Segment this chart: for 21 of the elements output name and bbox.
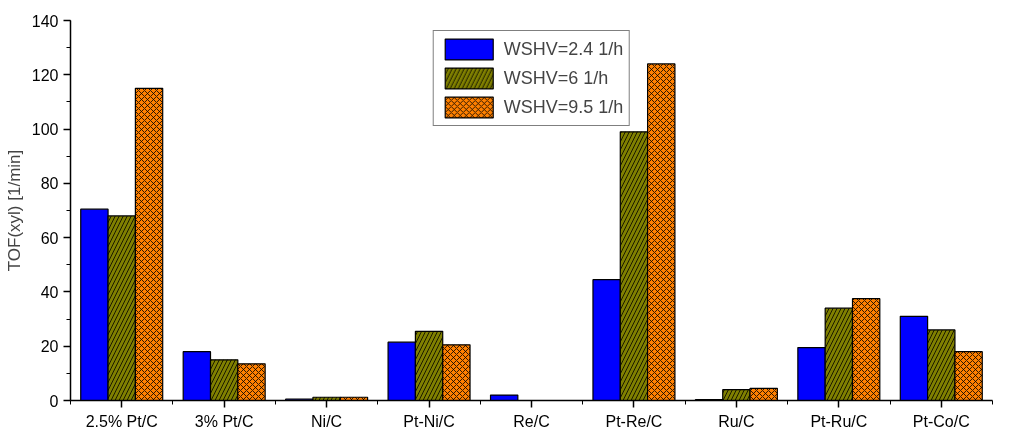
legend-label: WSHV=2.4 1/h (503, 38, 624, 60)
y-tick-label: 40 (40, 283, 59, 301)
y-tick-label: 140 (31, 12, 59, 30)
y-tick-label: 60 (40, 229, 59, 247)
x-tick-label: Ni/C (311, 412, 343, 430)
legend-label: WSHV=9.5 1/h (503, 96, 624, 118)
x-tick-label: Pt-Re/C (605, 412, 663, 430)
x-tick-label: 2.5% Pt/C (85, 412, 158, 430)
y-tick-label: 20 (40, 338, 59, 356)
x-tick-label: Pt-Ni/C (403, 412, 455, 430)
y-tick-label: 80 (40, 175, 59, 193)
y-tick-label: 0 (49, 392, 59, 410)
x-tick-label: 3% Pt/C (194, 412, 254, 430)
x-tick-label: Pt-Co/C (912, 412, 970, 430)
x-tick-label: Re/C (513, 412, 550, 430)
legend-label: WSHV=6 1/h (503, 67, 609, 89)
y-tick-label: 120 (31, 66, 59, 84)
x-tick-label: Pt-Ru/C (810, 412, 868, 430)
y-tick-label: 100 (31, 121, 59, 139)
x-tick-label: Ru/C (718, 412, 755, 430)
y-axis-title: TOF(xyl) [1/min] (4, 149, 24, 272)
